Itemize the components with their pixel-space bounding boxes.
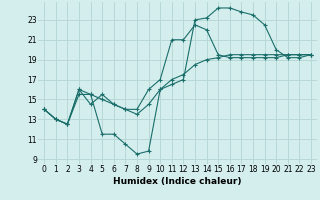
X-axis label: Humidex (Indice chaleur): Humidex (Indice chaleur) bbox=[113, 177, 242, 186]
